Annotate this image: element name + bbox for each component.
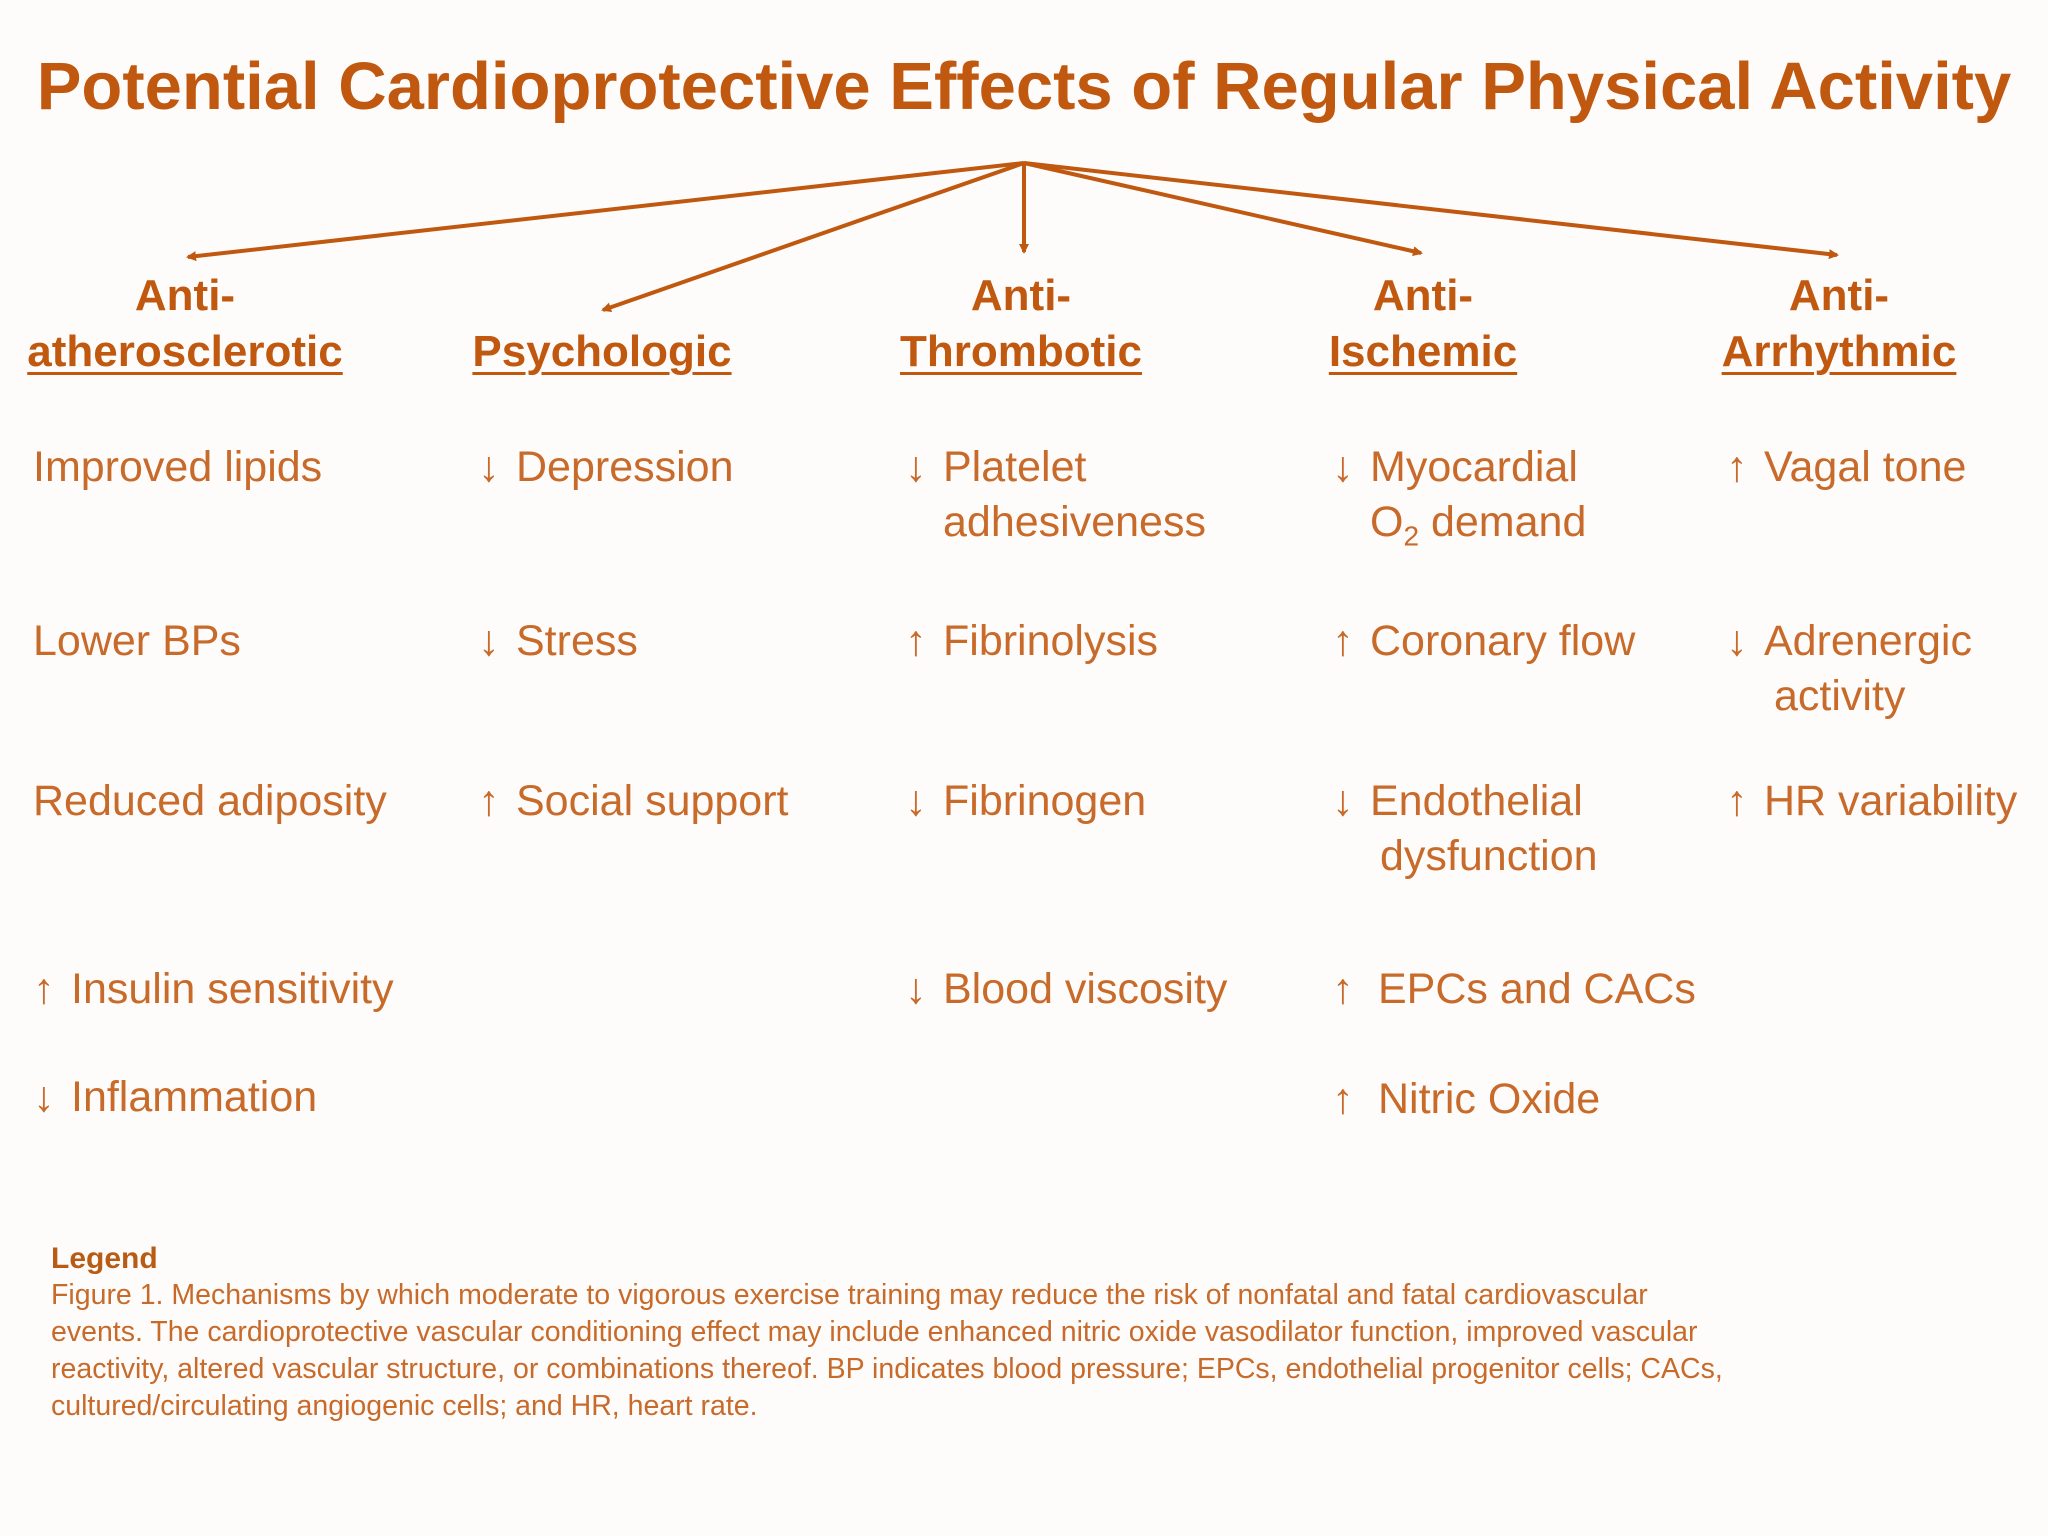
up-arrow-icon: ↑ [905, 617, 927, 665]
oxygen-subscript: 2 [1403, 520, 1420, 552]
item-text-continued: dysfunction [1380, 832, 1598, 880]
up-arrow-icon: ↑ [1332, 1075, 1354, 1123]
list-item: Improved lipids [33, 440, 322, 495]
heading-anti-ischemic: Anti- Ischemic [1253, 268, 1593, 380]
list-item: ↑ Coronary flow [1332, 614, 1635, 669]
item-text: Adrenergic [1764, 617, 1972, 665]
heading-line1: Anti- [134, 271, 236, 320]
heading-line1: Anti- [970, 271, 1072, 320]
arrow-to-antiarrhythmic [1023, 161, 1839, 260]
heading-line2: Psychologic [472, 327, 732, 376]
legend-text: Figure 1. Mechanisms by which moderate t… [51, 1279, 1723, 1422]
heading-psychologic: Psychologic [432, 268, 772, 380]
list-item: Lower BPs [33, 614, 241, 669]
item-text: Endothelial [1370, 777, 1583, 825]
item-text: Social support [516, 777, 789, 825]
figure-legend: Legend Figure 1. Mechanisms by which mod… [51, 1240, 1731, 1425]
arrow-to-antiischemic [1023, 161, 1423, 257]
item-text: Fibrinogen [943, 777, 1147, 825]
diagram-title: Potential Cardioprotective Effects of Re… [36, 49, 2012, 124]
item-text: Fibrinolysis [943, 617, 1159, 665]
arrow-to-antiatherosclerotic [186, 161, 1025, 262]
item-text: EPCs and CACs [1378, 965, 1696, 1013]
item-text: Insulin sensitivity [71, 965, 394, 1013]
heading-line1: Anti- [1372, 271, 1474, 320]
heading-line2: Arrhythmic [1721, 327, 1957, 376]
down-arrow-icon: ↓ [905, 777, 927, 825]
item-text: Improved lipids [33, 443, 323, 491]
up-arrow-icon: ↑ [1332, 617, 1354, 665]
list-item: ↑ EPCs and CACs [1332, 962, 1696, 1017]
item-text: Coronary flow [1370, 617, 1636, 665]
list-item: ↑ Vagal tone [1726, 440, 1966, 495]
down-arrow-icon: ↓ [905, 965, 927, 1013]
item-text: Reduced adiposity [33, 777, 387, 825]
heading-line2: atherosclerotic [27, 327, 343, 376]
item-text: Platelet [943, 443, 1087, 491]
list-item: ↓ Depression [478, 440, 734, 495]
item-text: HR variability [1764, 777, 2018, 825]
up-arrow-icon: ↑ [1726, 777, 1748, 825]
up-arrow-icon: ↑ [478, 777, 500, 825]
list-item: ↑ HR variability [1726, 774, 2017, 829]
down-arrow-icon: ↓ [1726, 617, 1748, 665]
heading-line1 [432, 268, 772, 324]
down-arrow-icon: ↓ [478, 443, 500, 491]
list-item: ↓ Stress [478, 614, 638, 669]
item-text: Nitric Oxide [1378, 1075, 1601, 1123]
heading-anti-thrombotic: Anti- Thrombotic [851, 268, 1191, 380]
list-item: ↑ Nitric Oxide [1332, 1072, 1600, 1127]
heading-line1: Anti- [1788, 271, 1890, 320]
heading-line2: Ischemic [1328, 327, 1518, 376]
item-text: Stress [516, 617, 638, 665]
heading-line2: Thrombotic [900, 327, 1142, 376]
list-item: ↑ Fibrinolysis [905, 614, 1158, 669]
down-arrow-icon: ↓ [33, 1073, 55, 1121]
down-arrow-icon: ↓ [905, 443, 927, 491]
legend-title: Legend [51, 1242, 158, 1275]
arrow-to-psychologic [601, 161, 1025, 313]
list-item: ↓ Adrenergic activity [1726, 614, 1972, 724]
down-arrow-icon: ↓ [1332, 777, 1354, 825]
heading-anti-arrhythmic: Anti- Arrhythmic [1669, 268, 2009, 380]
item-text: Depression [516, 443, 734, 491]
item-text: Blood viscosity [943, 965, 1228, 1013]
list-item: ↑ Insulin sensitivity [33, 962, 394, 1017]
list-item: Reduced adiposity [33, 774, 387, 829]
list-item: ↓ Fibrinogen [905, 774, 1146, 829]
item-text-continued: adhesiveness [943, 498, 1206, 546]
item-text-continued: O2 demand [1332, 495, 1586, 564]
down-arrow-icon: ↓ [1332, 443, 1354, 491]
list-item: ↑ Social support [478, 774, 789, 829]
heading-anti-atherosclerotic: Anti- atherosclerotic [15, 268, 355, 380]
list-item: ↓ Myocardial O2 demand [1332, 440, 1586, 564]
oxygen-symbol: O [1370, 498, 1404, 546]
item-text: Myocardial [1370, 443, 1578, 491]
list-item: ↓ Blood viscosity [905, 962, 1227, 1017]
list-item: ↓ Inflammation [33, 1070, 317, 1125]
up-arrow-icon: ↑ [1332, 965, 1354, 1013]
item-text: Lower BPs [33, 617, 241, 665]
item-text: Inflammation [71, 1073, 318, 1121]
item-text-continued: activity [1774, 672, 1906, 720]
up-arrow-icon: ↑ [1726, 443, 1748, 491]
list-item: ↓ Platelet adhesiveness [905, 440, 1206, 550]
down-arrow-icon: ↓ [478, 617, 500, 665]
list-item: ↓ Endothelial dysfunction [1332, 774, 1598, 884]
item-text-suffix: demand [1419, 498, 1587, 546]
item-text: Vagal tone [1764, 443, 1967, 491]
up-arrow-icon: ↑ [33, 965, 55, 1013]
